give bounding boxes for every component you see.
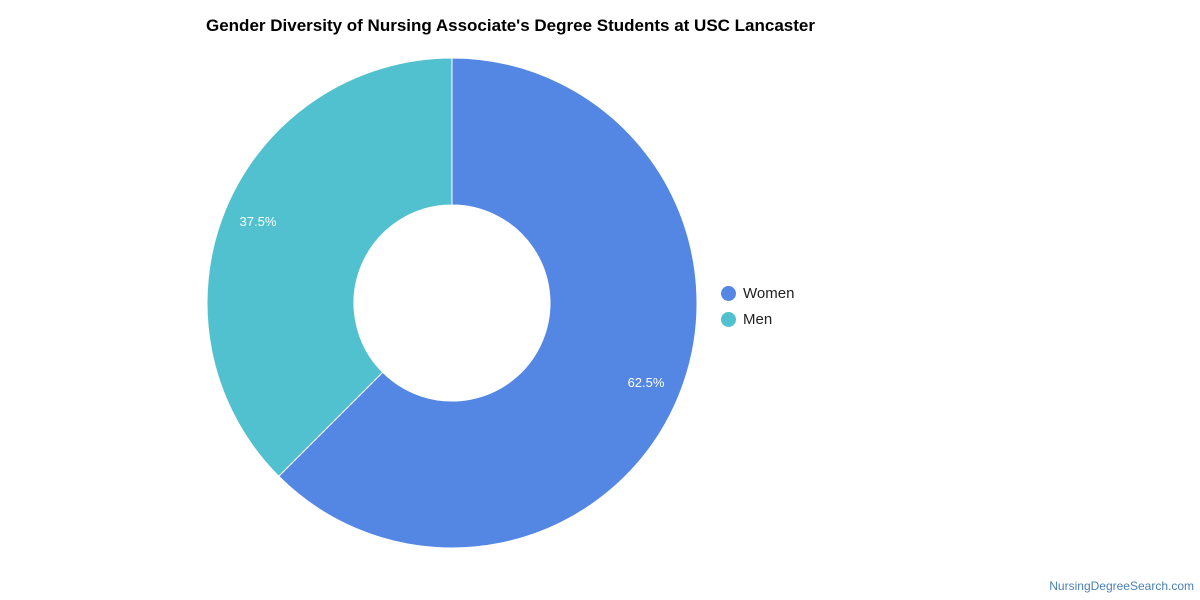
- legend-item-men[interactable]: Men: [721, 306, 794, 332]
- legend-swatch-men: [721, 311, 736, 327]
- source-watermark[interactable]: NursingDegreeSearch.com: [1049, 579, 1194, 593]
- legend-label-women: Women: [743, 284, 795, 302]
- donut-slices: [206, 57, 698, 549]
- donut-slice-women[interactable]: [278, 57, 698, 549]
- donut-data-labels: 62.5% 37.5%: [240, 214, 665, 390]
- legend-swatch-women: [721, 285, 736, 301]
- data-label-men: 37.5%: [240, 214, 277, 229]
- chart-title: Gender Diversity of Nursing Associate's …: [206, 16, 815, 35]
- legend-label-men: Men: [743, 310, 773, 328]
- chart-legend: Women Men: [721, 280, 794, 332]
- data-label-women: 62.5%: [628, 375, 665, 390]
- donut-slice-men[interactable]: [206, 57, 453, 477]
- legend-item-women[interactable]: Women: [721, 280, 794, 306]
